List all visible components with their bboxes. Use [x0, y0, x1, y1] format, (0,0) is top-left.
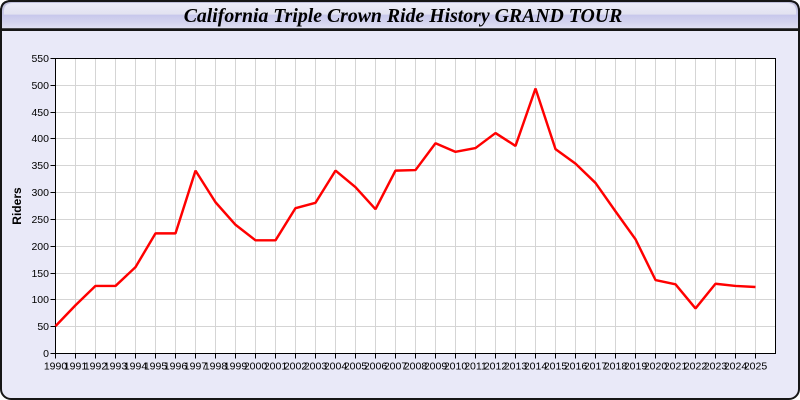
svg-text:2022: 2022	[684, 361, 708, 373]
svg-text:2025: 2025	[744, 361, 768, 373]
svg-text:2006: 2006	[364, 361, 388, 373]
svg-text:100: 100	[31, 294, 49, 306]
svg-text:2001: 2001	[264, 361, 288, 373]
svg-text:300: 300	[31, 187, 49, 199]
svg-text:2011: 2011	[464, 361, 487, 373]
svg-text:2000: 2000	[244, 361, 268, 373]
svg-text:500: 500	[31, 80, 49, 92]
svg-text:150: 150	[31, 268, 49, 280]
svg-text:0: 0	[43, 348, 49, 360]
svg-text:1996: 1996	[164, 361, 188, 373]
svg-text:450: 450	[31, 107, 49, 119]
svg-text:2008: 2008	[404, 361, 428, 373]
svg-text:2012: 2012	[484, 361, 508, 373]
svg-text:1994: 1994	[124, 361, 148, 373]
svg-text:2017: 2017	[584, 361, 608, 373]
svg-text:2007: 2007	[384, 361, 408, 373]
svg-text:1992: 1992	[84, 361, 108, 373]
svg-text:1990: 1990	[44, 361, 68, 373]
svg-text:Riders: Riders	[10, 187, 24, 225]
svg-text:1997: 1997	[184, 361, 208, 373]
svg-text:250: 250	[31, 214, 49, 226]
svg-text:2003: 2003	[304, 361, 328, 373]
svg-text:1998: 1998	[204, 361, 228, 373]
svg-text:1991: 1991	[64, 361, 88, 373]
svg-text:1993: 1993	[104, 361, 128, 373]
svg-text:2018: 2018	[604, 361, 628, 373]
svg-text:2010: 2010	[444, 361, 468, 373]
svg-text:2021: 2021	[664, 361, 688, 373]
svg-text:2002: 2002	[284, 361, 308, 373]
svg-text:2015: 2015	[544, 361, 568, 373]
svg-text:400: 400	[31, 133, 49, 145]
svg-text:2020: 2020	[644, 361, 668, 373]
svg-text:350: 350	[31, 160, 49, 172]
svg-text:1999: 1999	[224, 361, 248, 373]
svg-text:550: 550	[31, 53, 49, 65]
svg-text:2009: 2009	[424, 361, 448, 373]
svg-text:2014: 2014	[524, 361, 548, 373]
svg-text:California Triple Crown Ride H: California Triple Crown Ride History GRA…	[184, 5, 623, 27]
svg-text:2023: 2023	[704, 361, 728, 373]
svg-text:50: 50	[37, 321, 49, 333]
svg-text:200: 200	[31, 241, 49, 253]
svg-text:2024: 2024	[724, 361, 748, 373]
svg-text:2019: 2019	[624, 361, 648, 373]
svg-text:1995: 1995	[144, 361, 168, 373]
svg-text:2005: 2005	[344, 361, 368, 373]
svg-text:2004: 2004	[324, 361, 348, 373]
svg-text:2016: 2016	[564, 361, 588, 373]
svg-text:2013: 2013	[504, 361, 528, 373]
